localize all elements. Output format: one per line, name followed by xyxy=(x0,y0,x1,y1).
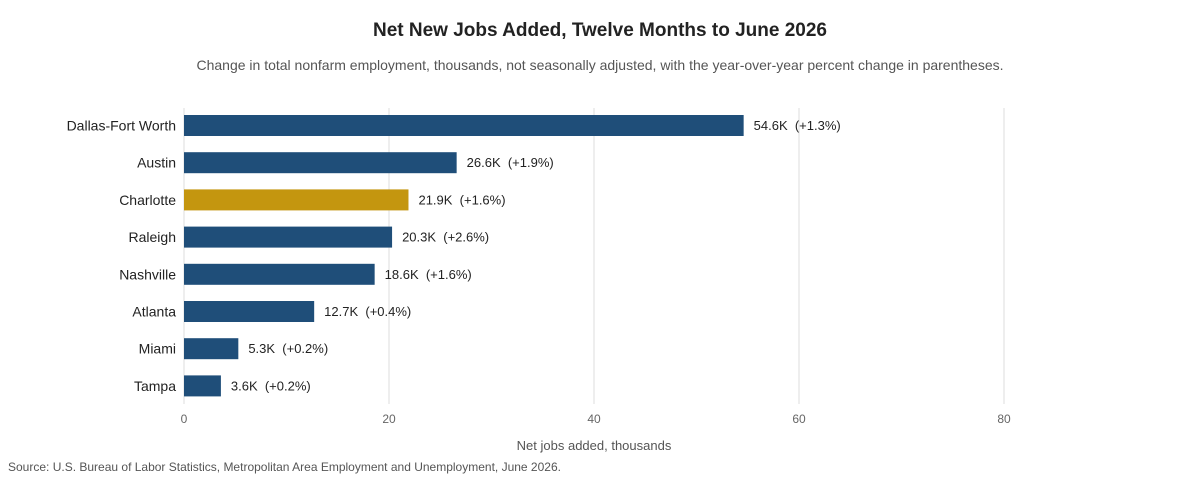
bar-tampa xyxy=(184,375,221,397)
data-labels: 54.6K (+1.3%) 26.6K (+1.9%) 21.9K (+1.6%) 2… xyxy=(231,118,841,393)
category-label-charlotte: Charlotte xyxy=(119,192,176,208)
bar-miami xyxy=(184,338,239,360)
category-labels: Dallas-Fort Worth Austin Charlotte Raleigh N… xyxy=(67,118,177,394)
bar-atlanta xyxy=(184,301,315,322)
bar-dallas-fort-worth xyxy=(184,115,744,136)
category-label-miami: Miami xyxy=(139,341,176,357)
category-label-raleigh: Raleigh xyxy=(129,229,176,245)
category-label-nashville: Nashville xyxy=(119,266,176,282)
x-tick-label-60: 60 xyxy=(792,412,806,426)
bar-austin xyxy=(184,152,457,174)
data-label-nashville: 18.6K (+1.6%) xyxy=(385,267,472,282)
x-axis-title: Net jobs added, thousands xyxy=(517,438,672,453)
bar-nashville xyxy=(184,263,375,285)
data-label-atlanta: 12.7K (+0.4%) xyxy=(324,304,411,319)
category-label-tampa: Tampa xyxy=(134,378,176,394)
bar-charlotte xyxy=(184,189,409,211)
data-label-tampa: 3.6K (+0.2%) xyxy=(231,378,311,393)
x-axis-ticks: 0 20 40 60 80 xyxy=(181,412,1011,426)
bars xyxy=(184,115,744,397)
x-tick-label-80: 80 xyxy=(997,412,1011,426)
chart-subtitle: Change in total nonfarm employment, thou… xyxy=(196,57,1004,73)
bar-raleigh xyxy=(184,226,393,248)
data-label-charlotte: 21.9K (+1.6%) xyxy=(418,192,505,207)
data-label-austin: 26.6K (+1.9%) xyxy=(467,155,554,170)
data-label-dallas-fort-worth: 54.6K (+1.3%) xyxy=(754,118,841,133)
data-label-raleigh: 20.3K (+2.6%) xyxy=(402,230,489,245)
data-label-miami: 5.3K (+0.2%) xyxy=(248,341,328,356)
x-tick-label-40: 40 xyxy=(587,412,601,426)
category-label-austin: Austin xyxy=(137,155,176,171)
x-tick-label-0: 0 xyxy=(181,412,188,426)
category-label-atlanta: Atlanta xyxy=(132,304,176,320)
chart-title: Net New Jobs Added, Twelve Months to Jun… xyxy=(373,20,827,41)
x-tick-label-20: 20 xyxy=(382,412,396,426)
category-label-dallas-fort-worth: Dallas-Fort Worth xyxy=(67,118,176,134)
source-note: Source: U.S. Bureau of Labor Statistics,… xyxy=(8,460,561,474)
